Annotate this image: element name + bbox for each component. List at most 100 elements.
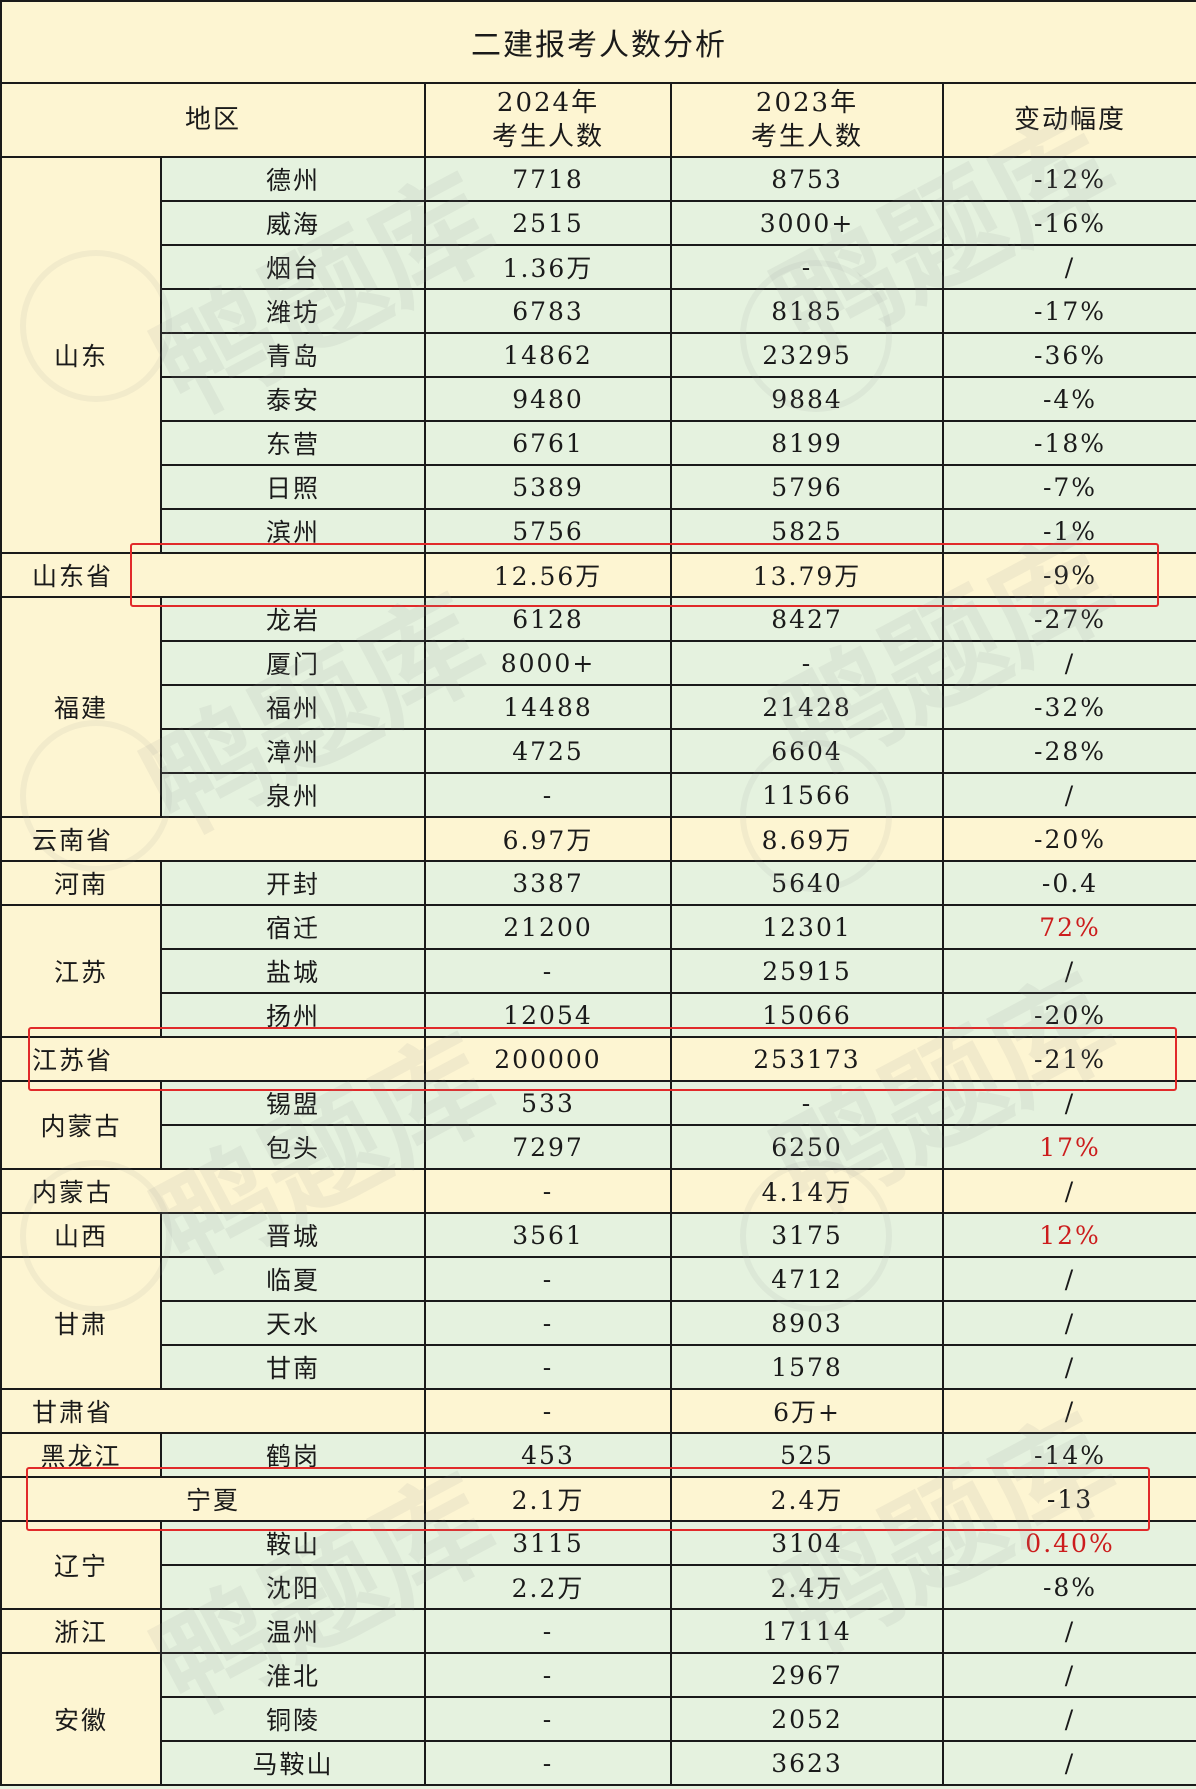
province-name: 辽宁 xyxy=(0,1520,162,1610)
province-total-name: 江苏省 xyxy=(0,1036,426,1082)
value-2023: 5825 xyxy=(670,508,944,554)
value-2023: - xyxy=(670,244,944,290)
city-name: 鹤岗 xyxy=(160,1432,426,1478)
value-2024: 7297 xyxy=(424,1124,672,1170)
value-2024: 6.97万 xyxy=(424,816,672,862)
value-2024: 3387 xyxy=(424,860,672,906)
value-2024: - xyxy=(424,1256,672,1302)
city-name: 福州 xyxy=(160,684,426,730)
value-2024: 6783 xyxy=(424,288,672,334)
city-name: 烟台 xyxy=(160,244,426,290)
table-row: 内蒙古 锡盟 533- / xyxy=(0,1080,1196,1170)
value-2023: 21428 xyxy=(670,684,944,730)
table-row: 厦门 8000+ - / xyxy=(1,640,1196,686)
table-row: 扬州 12054 15066 -20% xyxy=(1,992,1196,1038)
change-value: 0.40% xyxy=(941,1520,1196,1566)
province-name: 江苏 xyxy=(0,904,162,1038)
value-2023: 3104 xyxy=(670,1520,944,1566)
value-2024: - xyxy=(424,1168,672,1214)
city-name: 厦门 xyxy=(160,640,426,686)
change-value: 17% xyxy=(941,1124,1196,1170)
table-row: 江苏 宿迁 21200 12301 72% xyxy=(0,904,1196,1038)
city-name: 淮北 xyxy=(160,1652,426,1698)
city-name: 扬州 xyxy=(160,992,426,1038)
value-2023: 2.4万 xyxy=(670,1476,944,1522)
city-name: 鞍山 xyxy=(160,1520,426,1566)
change-value: -4% xyxy=(941,376,1196,422)
value-2024: - xyxy=(424,1652,672,1698)
city-name: 开封 xyxy=(160,860,426,906)
province-total-name: 内蒙古 xyxy=(0,1168,426,1214)
city-name: 日照 xyxy=(160,464,426,510)
value-2024: 5389 xyxy=(424,464,672,510)
value-2023: 6250 xyxy=(670,1124,944,1170)
change-value: -0.4 xyxy=(941,860,1196,906)
change-value: -13 xyxy=(941,1476,1196,1522)
change-value: -18% xyxy=(941,420,1196,466)
value-2023: 3000+ xyxy=(670,200,944,246)
value-2023: 2.4万 xyxy=(670,1564,944,1610)
table-row: 甘南 -1578/ xyxy=(1,1344,1196,1390)
value-2023: 23295 xyxy=(670,332,944,378)
city-name: 漳州 xyxy=(160,728,426,774)
change-value: -9% xyxy=(941,552,1196,598)
city-name: 沈阳 xyxy=(160,1564,426,1610)
city-name: 青岛 xyxy=(160,332,426,378)
value-2024: 3561 xyxy=(424,1212,672,1258)
province-name: 河南 xyxy=(0,860,162,906)
value-2023: 8185 xyxy=(670,288,944,334)
table-row: 浙江 温州 -17114/ xyxy=(0,1608,1196,1654)
change-value: / xyxy=(941,1300,1196,1346)
table-row: 沈阳 2.2万 2.4万 -8% xyxy=(1,1564,1196,1610)
table-row: 福州 14488 21428 -32% xyxy=(1,684,1196,730)
table-row: 漳州 4725 6604 -28% xyxy=(1,728,1196,774)
value-2023: 2967 xyxy=(670,1652,944,1698)
change-value: / xyxy=(941,1080,1196,1126)
value-2024: 8000+ xyxy=(424,640,672,686)
value-2024: 1.36万 xyxy=(424,244,672,290)
value-2024: 5756 xyxy=(424,508,672,554)
table-row: 青岛 14862 23295 -36% xyxy=(1,332,1196,378)
change-value: -8% xyxy=(941,1564,1196,1610)
table-row: 泉州 -11566/ xyxy=(1,772,1196,818)
table-row: 东营 6761 8199 -18% xyxy=(1,420,1196,466)
change-value: -7% xyxy=(941,464,1196,510)
table-row: 滨州 5756 5825 -1% xyxy=(1,508,1196,554)
value-2023: 6604 xyxy=(670,728,944,774)
table-row: 河南 开封 3387 5640 -0.4 xyxy=(0,860,1196,906)
value-2024: - xyxy=(424,1740,672,1786)
change-value: -20% xyxy=(941,816,1196,862)
table-title: 二建报考人数分析 xyxy=(0,0,1196,84)
value-2024: 2.1万 xyxy=(424,1476,672,1522)
city-name: 温州 xyxy=(160,1608,426,1654)
change-value: / xyxy=(941,1608,1196,1654)
province-total-name: 山东省 xyxy=(0,552,426,598)
change-value: 12% xyxy=(941,1212,1196,1258)
change-value: 72% xyxy=(941,904,1196,950)
change-value: / xyxy=(941,772,1196,818)
city-name: 泉州 xyxy=(160,772,426,818)
city-name: 潍坊 xyxy=(160,288,426,334)
change-value: / xyxy=(941,948,1196,994)
province-total-row: 宁夏 2.1万 2.4万 -13 xyxy=(0,1476,1196,1522)
value-2023: 17114 xyxy=(670,1608,944,1654)
change-value: / xyxy=(941,1696,1196,1742)
province-name: 浙江 xyxy=(0,1608,162,1654)
table-row: 泰安 9480 9884 -4% xyxy=(1,376,1196,422)
value-2023: 25915 xyxy=(670,948,944,994)
value-2024: 7718 xyxy=(424,156,672,202)
change-value: / xyxy=(941,1168,1196,1214)
table-row: 甘肃 临夏 -4712/ xyxy=(0,1256,1196,1390)
value-2024: - xyxy=(424,1344,672,1390)
city-name: 盐城 xyxy=(160,948,426,994)
value-2024: 9480 xyxy=(424,376,672,422)
change-value: / xyxy=(941,1388,1196,1434)
value-2024: 6761 xyxy=(424,420,672,466)
value-2024: - xyxy=(424,1608,672,1654)
value-2023: 4712 xyxy=(670,1256,944,1302)
province-name: 黑龙江 xyxy=(0,1432,162,1478)
value-2024: 533 xyxy=(424,1080,672,1126)
change-value: -28% xyxy=(941,728,1196,774)
table-row: 威海 2515 3000+ -16% xyxy=(1,200,1196,246)
value-2024: 2515 xyxy=(424,200,672,246)
